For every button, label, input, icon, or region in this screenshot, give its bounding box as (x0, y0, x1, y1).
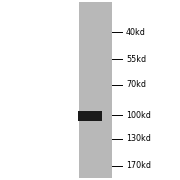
Bar (79, 2, 112, 178)
Text: 170kd: 170kd (126, 161, 151, 170)
Text: 40kd: 40kd (126, 28, 146, 37)
Text: 100kd: 100kd (126, 111, 151, 120)
Text: 130kd: 130kd (126, 134, 151, 143)
Bar (78, 111, 102, 121)
Text: 70kd: 70kd (126, 80, 146, 89)
Text: 55kd: 55kd (126, 55, 146, 64)
